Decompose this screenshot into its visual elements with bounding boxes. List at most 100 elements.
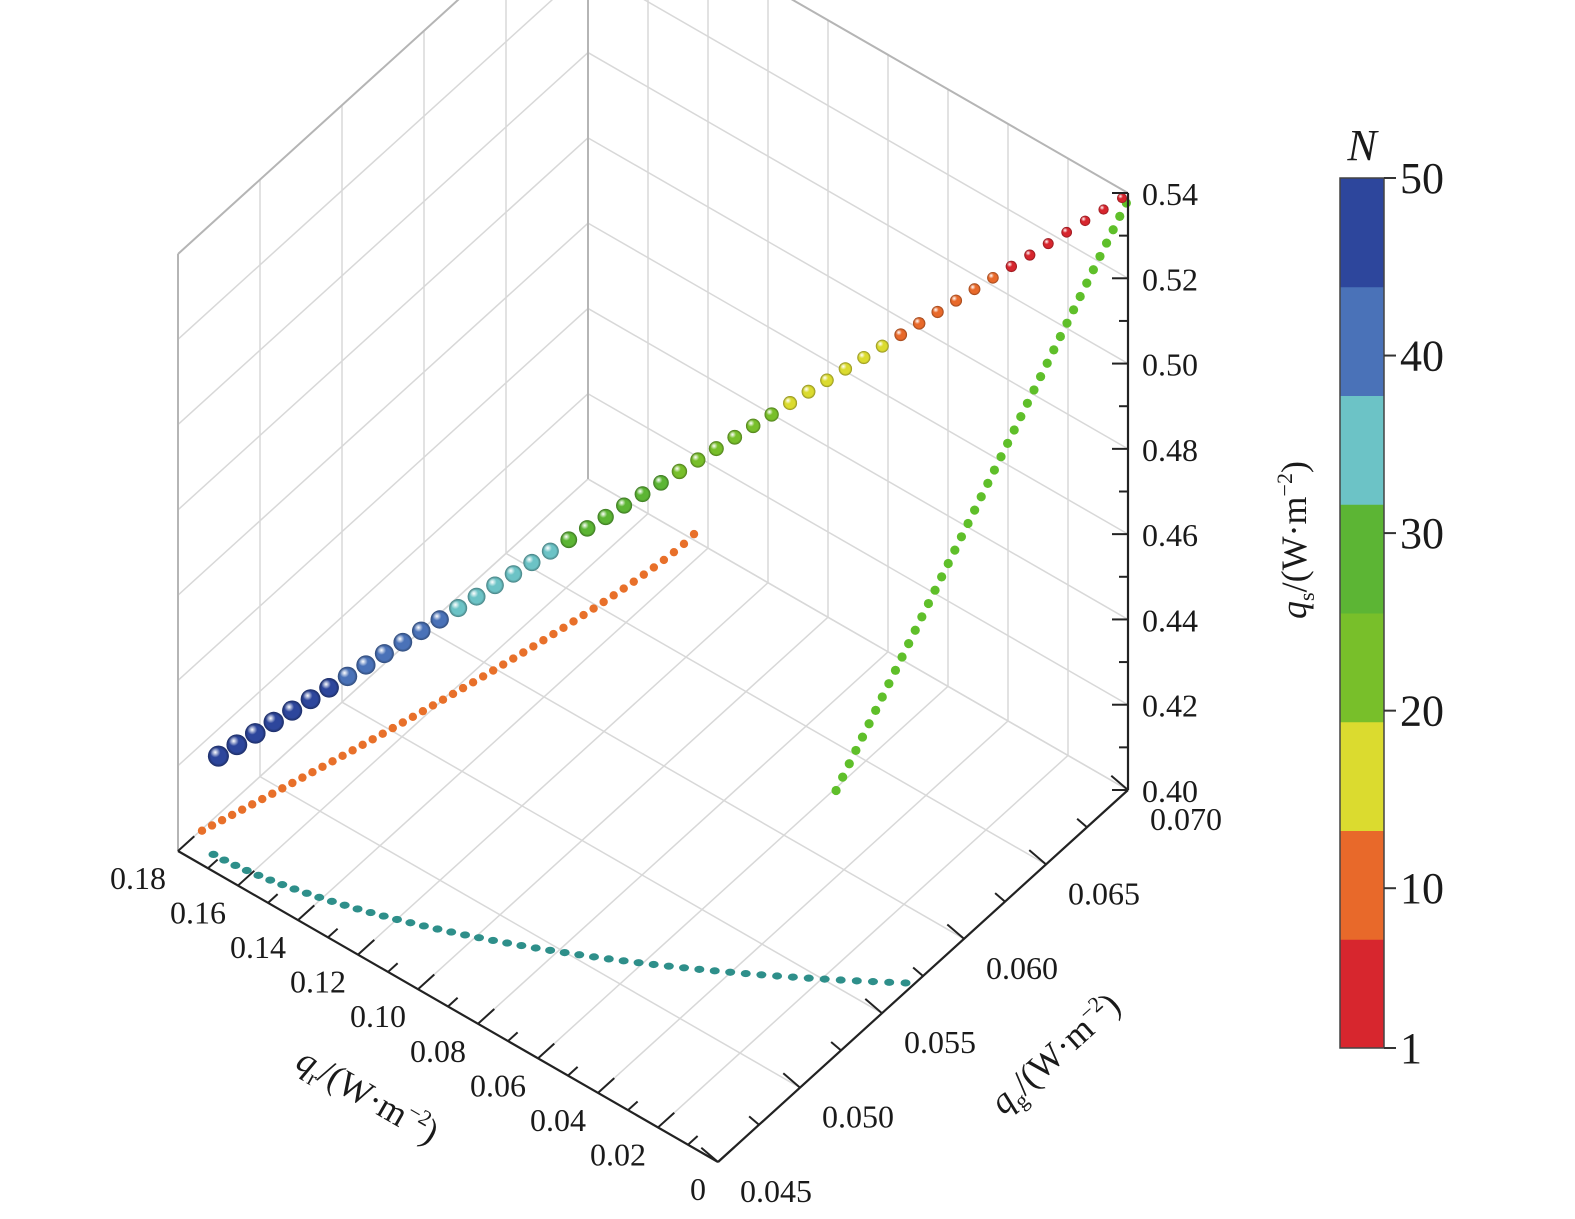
projection-point-qr-qg	[339, 901, 350, 909]
projection-point-qg-qs	[1075, 291, 1085, 302]
projection-point-qr-qs	[237, 805, 247, 814]
data-point-shade	[411, 621, 431, 641]
colorbar-segment	[1340, 721, 1384, 831]
right-wall-grid-line	[587, 307, 1129, 621]
projection-point-qr-qs	[408, 712, 418, 722]
projection-point-qr-qs	[579, 610, 588, 620]
x-tick-label: 0.16	[170, 895, 226, 931]
data-point-shade	[708, 441, 724, 457]
projection-point-qg-qs	[956, 532, 967, 542]
main-series-3d	[207, 193, 1127, 767]
x-tick-label: 0	[690, 1171, 706, 1207]
right-wall-grid-line	[643, 0, 1129, 279]
right-wall-grid-line	[791, 0, 1129, 194]
projection-point-qr-qg	[545, 946, 556, 954]
floor-grid-line	[357, 582, 769, 956]
left-wall-grid-line	[177, 307, 589, 681]
data-point-shade	[671, 463, 688, 480]
left-wall-grid-line	[177, 222, 589, 596]
projection-point-qr-qs	[398, 718, 408, 727]
projection-point-qg-qs	[910, 625, 920, 635]
y-tick	[748, 1115, 760, 1126]
floor-grid-line	[537, 685, 949, 1059]
data-point-shade	[597, 508, 614, 526]
floor-grid-line	[657, 754, 1069, 1128]
projection-point-qg-qs	[1042, 358, 1052, 368]
data-point-shade	[300, 689, 321, 710]
data-point-shade	[1061, 226, 1073, 238]
data-point-shade	[578, 520, 596, 537]
data-point-shade	[950, 294, 963, 307]
data-point-shade	[894, 328, 908, 342]
data-point-shade	[356, 655, 376, 675]
projection-point-qg-qs	[1009, 425, 1019, 435]
x-tick	[357, 939, 375, 956]
projection-point-qr-qg	[460, 931, 471, 939]
projection-point-qr-qg	[241, 866, 252, 875]
projection-point-qr-qs	[669, 547, 679, 557]
colorbar-segment	[1340, 939, 1384, 1049]
projection-point-qr-qg	[851, 977, 862, 985]
data-point-shade	[1024, 249, 1036, 261]
left-wall-grid-line	[177, 393, 589, 767]
projection-point-qr-qs	[649, 563, 659, 572]
colorbar-tick-label: 40	[1400, 332, 1444, 381]
projection-point-qr-qg	[618, 957, 629, 965]
left-wall-grid-line	[177, 0, 554, 340]
data-point-shade	[764, 407, 779, 422]
projection-point-qg-qs	[864, 719, 874, 729]
colorbar-tick-label: 20	[1400, 687, 1444, 736]
x-tick-label: 0.10	[350, 998, 406, 1034]
data-point-shade	[504, 565, 523, 583]
data-point-shade	[541, 542, 559, 560]
data-point-shade	[1079, 215, 1091, 227]
projection-point-qg-qs	[838, 772, 848, 782]
left-wall-grid-line	[177, 478, 589, 852]
data-point-shade	[374, 644, 394, 664]
z-tick-label: 0.54	[1142, 176, 1198, 212]
x-tick	[627, 1100, 639, 1111]
projection-point-qg-qs	[1082, 278, 1092, 288]
projection-series	[197, 198, 1131, 987]
data-point-shade	[486, 576, 504, 595]
x-tick	[597, 1077, 615, 1094]
projection-point-qg-qs	[857, 732, 868, 742]
colorbar-tick-label: 10	[1400, 864, 1444, 913]
z-tick-label: 0.50	[1142, 347, 1198, 383]
data-point-shade	[912, 317, 926, 330]
data-point-shade	[1042, 238, 1054, 250]
projection-point-qr-qs	[599, 597, 608, 607]
colorbar-frame	[1339, 177, 1385, 1049]
x-tick	[507, 1031, 519, 1042]
x-tick	[567, 1066, 579, 1077]
projection-point-qg-qs	[1049, 345, 1059, 355]
projection-point-qg-qs	[996, 452, 1006, 462]
data-point-shade	[393, 632, 413, 652]
x-tick-label: 0.02	[590, 1136, 646, 1172]
projection-point-qr-qg	[803, 974, 814, 982]
right-wall-grid-line	[587, 478, 1129, 791]
projection-point-qr-qs	[258, 794, 267, 804]
data-point-shade	[1098, 204, 1109, 215]
y-tick	[1076, 817, 1088, 828]
projection-point-qr-qs	[318, 762, 327, 771]
y-axis-title: qg/(W·m−2)	[981, 983, 1132, 1125]
projection-point-qr-qs	[619, 584, 628, 593]
projection-point-qr-qs	[549, 629, 558, 639]
projection-point-qr-qs	[539, 636, 548, 645]
projection-point-qr-qg	[289, 885, 300, 893]
z-tick-label: 0.52	[1142, 261, 1198, 297]
projection-point-qr-qs	[348, 746, 357, 755]
y-tick	[912, 966, 924, 977]
projection-point-qg-qs	[937, 572, 947, 582]
projection-point-qr-qs	[468, 678, 478, 687]
projection-point-qg-qs	[930, 585, 940, 595]
x-tick	[537, 1042, 555, 1060]
data-point-shade	[987, 272, 999, 284]
projection-point-qr-qs	[488, 666, 498, 675]
left-wall-grid-line	[177, 52, 589, 426]
data-point-shade	[560, 531, 578, 549]
x-tick	[687, 1135, 699, 1146]
wall-edge	[177, 0, 460, 255]
projection-point-qr-qs	[418, 706, 428, 716]
